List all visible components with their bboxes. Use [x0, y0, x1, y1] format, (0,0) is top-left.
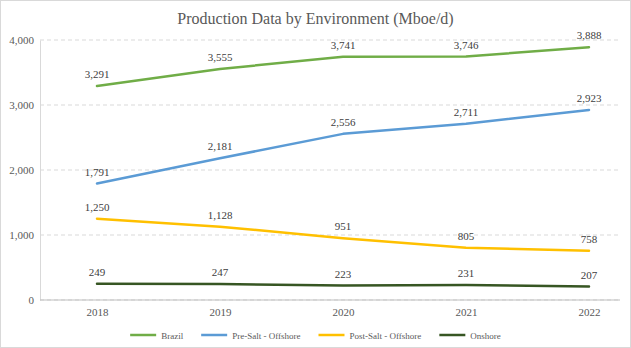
chart: Production Data by Environment (Mboe/d) 0… — [0, 0, 631, 348]
legend-label: Pre-Salt - Offshore — [232, 331, 300, 341]
data-label: 1,791 — [85, 166, 110, 178]
data-label: 2,181 — [208, 140, 233, 152]
x-axis-line — [40, 300, 620, 301]
series-line — [97, 219, 589, 251]
x-tick: 2018 — [87, 300, 110, 318]
x-tick-label: 2018 — [87, 306, 110, 318]
series-line — [97, 110, 589, 184]
legend-label: Post-Salt - Offshore — [349, 331, 421, 341]
data-label: 3,888 — [577, 29, 602, 41]
legend-label: Brazil — [161, 331, 183, 341]
data-label: 2,923 — [577, 92, 602, 104]
y-axis-line — [40, 41, 41, 301]
legend-swatch — [130, 334, 156, 337]
title: Production Data by Environment (Mboe/d) — [177, 10, 453, 28]
x-axis: 2018 2019 2020 2021 2022 — [40, 300, 620, 318]
y-tick: 0 — [29, 294, 41, 306]
data-label: 2,556 — [331, 116, 356, 128]
y-tick: 2,000 — [9, 164, 40, 176]
legend-label: Onshore — [470, 331, 501, 341]
legend-item: Onshore — [439, 331, 501, 341]
chart-border — [1, 1, 631, 348]
data-labels: 3,291 3,555 3,741 3,746 3,888 1,791 2,181 2,556… — [85, 29, 602, 280]
legend-swatch — [439, 334, 465, 337]
y-axis: 0 1,000 2,000 3,000 4,000 — [9, 34, 40, 306]
data-label: 231 — [458, 267, 475, 279]
data-label: 2,711 — [454, 106, 478, 118]
data-label: 247 — [212, 266, 229, 278]
legend-swatch — [318, 334, 344, 337]
y-tick: 1,000 — [9, 229, 40, 241]
x-tick-label: 2021 — [456, 306, 478, 318]
series-line — [97, 284, 589, 287]
legend-swatch — [201, 334, 227, 337]
x-tick-label: 2022 — [579, 306, 601, 318]
y-tick: 3,000 — [9, 99, 40, 111]
data-label: 951 — [335, 220, 352, 232]
x-tick-label: 2020 — [333, 306, 356, 318]
x-tick-label: 2019 — [210, 306, 233, 318]
data-label: 3,746 — [454, 39, 479, 51]
legend-item: Post-Salt - Offshore — [318, 331, 421, 341]
data-label: 805 — [458, 230, 475, 242]
y-tick-label: 0 — [29, 294, 35, 306]
grid-line — [40, 300, 620, 301]
grid-line — [40, 235, 620, 236]
x-tick: 2022 — [579, 300, 601, 318]
grid-line — [40, 170, 620, 171]
y-tick-label: 1,000 — [9, 229, 34, 241]
legend: Brazil Pre-Salt - Offshore Post-Salt - Off… — [130, 331, 501, 341]
grid — [40, 40, 620, 300]
data-label: 758 — [581, 233, 598, 245]
y-tick-label: 2,000 — [9, 164, 34, 176]
y-tick-label: 3,000 — [9, 99, 34, 111]
data-label: 207 — [581, 269, 598, 281]
series-line — [97, 47, 589, 86]
grid-line — [40, 105, 620, 106]
data-label: 3,291 — [85, 68, 110, 80]
data-label: 1,250 — [85, 201, 110, 213]
data-label: 3,741 — [331, 39, 356, 51]
x-tick: 2021 — [456, 300, 478, 318]
data-label: 1,128 — [208, 209, 233, 221]
x-tick: 2020 — [333, 300, 356, 318]
legend-item: Brazil — [130, 331, 183, 341]
data-label: 249 — [89, 266, 106, 278]
y-tick: 4,000 — [9, 34, 40, 46]
data-label: 3,555 — [208, 51, 233, 63]
y-tick-label: 4,000 — [9, 34, 34, 46]
plot-area — [97, 47, 589, 286]
data-label: 223 — [335, 268, 352, 280]
legend-item: Pre-Salt - Offshore — [201, 331, 300, 341]
x-tick: 2019 — [210, 300, 233, 318]
